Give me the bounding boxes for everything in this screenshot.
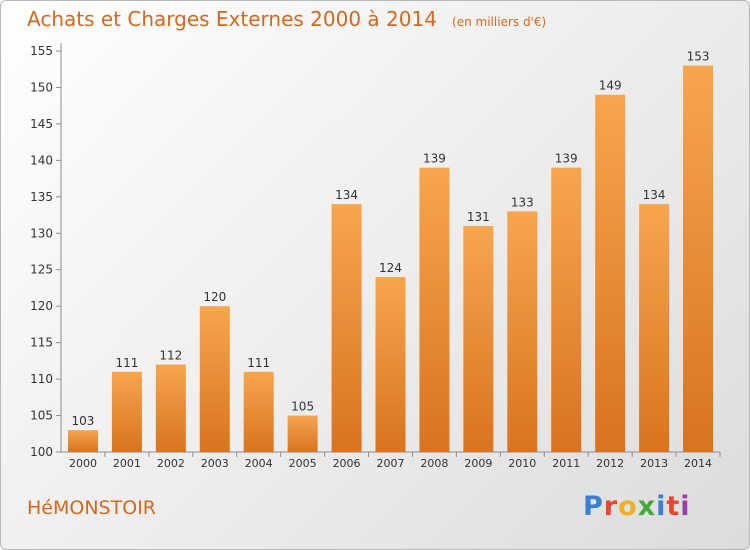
brand-letter: x: [637, 491, 657, 522]
y-tick-label: 110: [30, 372, 53, 386]
y-tick-label: 105: [30, 409, 53, 423]
value-label-2003: 120: [203, 290, 226, 304]
bars-group: [67, 65, 714, 452]
y-axis: 100 105 110 115 120 125 130 135 140 145 150 155: [30, 43, 62, 459]
x-tick-label-2013: 2013: [640, 457, 668, 470]
bar-2013: [639, 204, 670, 452]
x-tick-label-2014: 2014: [684, 457, 712, 470]
value-label-2000: 103: [72, 414, 95, 428]
x-tick-label-2011: 2011: [552, 457, 580, 470]
value-label-2011: 139: [555, 152, 578, 166]
bar-2012: [595, 94, 626, 452]
y-tick-label: 150: [30, 80, 53, 94]
x-axis: 2000 2001 2002 2003 2004 2005 2006 2007 2008 2009…: [61, 451, 721, 470]
x-tick-label-2005: 2005: [289, 457, 317, 470]
chart-title: Achats et Charges Externes 2000 à 2014: [27, 7, 437, 31]
value-label-2001: 111: [115, 356, 138, 370]
y-tick-label: 115: [30, 336, 53, 350]
value-label-2006: 134: [335, 188, 358, 202]
value-label-2009: 131: [467, 210, 490, 224]
brand-letter: P: [583, 491, 604, 522]
bar-2014: [683, 65, 714, 452]
bar-2009: [463, 225, 494, 452]
brand-logo: Proxiti: [583, 491, 691, 522]
y-tick-label: 125: [30, 263, 53, 277]
value-label-2008: 139: [423, 152, 446, 166]
y-tick-label: 135: [30, 190, 53, 204]
bar-2002: [155, 364, 186, 452]
y-tick-label: 100: [30, 445, 53, 459]
y-tick-label: 120: [30, 299, 53, 313]
brand-letter: i: [680, 491, 691, 522]
value-label-2002: 112: [159, 349, 182, 363]
y-tick-label: 140: [30, 153, 53, 167]
value-label-2012: 149: [599, 79, 622, 93]
title-row: Achats et Charges Externes 2000 à 2014 (…: [27, 7, 546, 31]
x-tick-label-2002: 2002: [157, 457, 185, 470]
value-label-2010: 133: [511, 195, 534, 209]
bar-2011: [551, 167, 582, 452]
bar-2007: [375, 277, 406, 452]
y-tick-label: 130: [30, 226, 53, 240]
x-tick-label-2008: 2008: [420, 457, 448, 470]
brand-letter: o: [618, 491, 638, 522]
chart-unit-label: (en milliers d'€): [452, 15, 547, 29]
bar-2001: [111, 371, 142, 452]
bar-2004: [243, 371, 274, 452]
commune-name: HéMONSTOIR: [27, 497, 156, 519]
y-tick-label: 155: [30, 44, 53, 58]
x-tick-label-2012: 2012: [596, 457, 624, 470]
bar-2008: [419, 167, 450, 452]
bar-2000: [67, 430, 98, 452]
x-tick-label-2007: 2007: [377, 457, 405, 470]
x-tick-label-2006: 2006: [333, 457, 361, 470]
brand-letter: r: [603, 491, 619, 522]
x-tick-label-2004: 2004: [245, 457, 273, 470]
bar-2005: [287, 415, 318, 452]
x-tick-label-2010: 2010: [508, 457, 536, 470]
bar-2003: [199, 306, 230, 452]
bar-2006: [331, 204, 362, 452]
value-label-2004: 111: [247, 356, 270, 370]
x-tick-label-2000: 2000: [69, 457, 97, 470]
brand-letter: t: [666, 491, 681, 522]
x-tick-label-2003: 2003: [201, 457, 229, 470]
brand-letter: i: [656, 491, 667, 522]
x-tick-label-2001: 2001: [113, 457, 141, 470]
value-labels-group: 103 111 112 120 111 105 134 124 139 131 133 139 149 1…: [72, 50, 710, 429]
value-label-2005: 105: [291, 400, 314, 414]
value-label-2013: 134: [643, 188, 666, 202]
x-tick-label-2009: 2009: [464, 457, 492, 470]
value-label-2014: 153: [687, 50, 710, 64]
bar-2010: [507, 211, 538, 452]
value-label-2007: 124: [379, 261, 402, 275]
y-tick-label: 145: [30, 117, 53, 131]
